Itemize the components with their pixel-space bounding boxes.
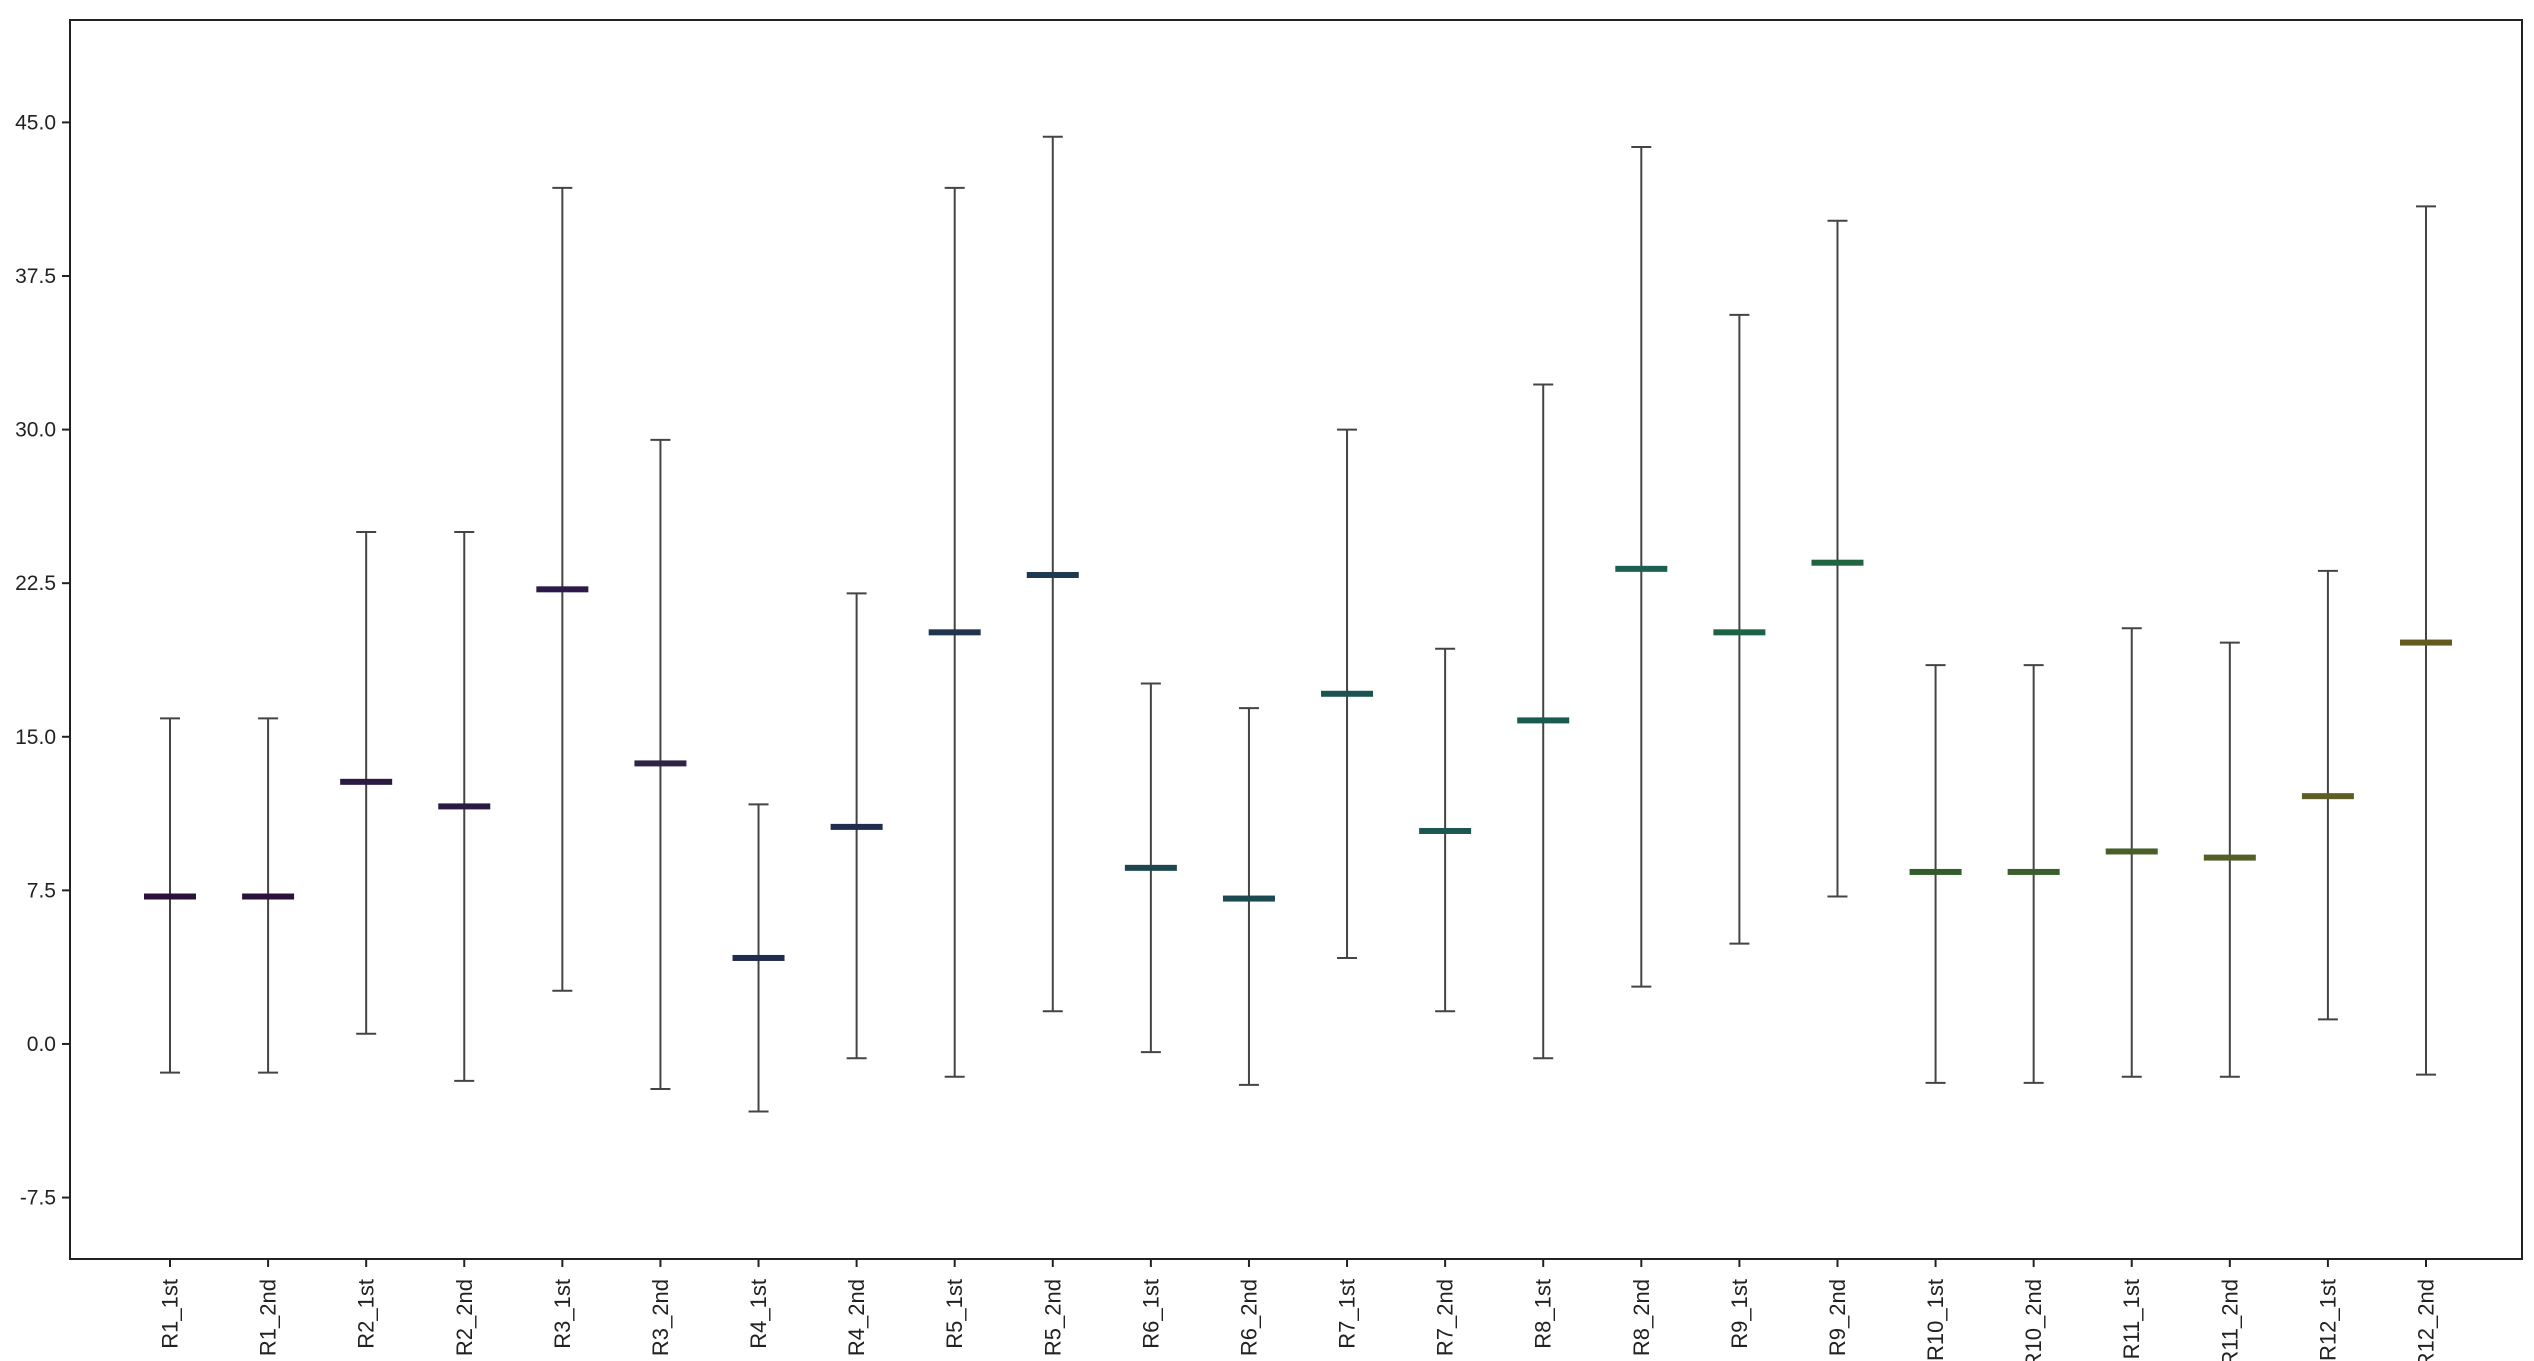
- x-tick-label: R6_1st: [1138, 1279, 1163, 1349]
- x-tick-label: R5_1st: [942, 1279, 967, 1349]
- y-tick-label: 15.0: [15, 726, 56, 749]
- x-tick-label: R9_1st: [1727, 1279, 1752, 1349]
- mean-marker: [2105, 848, 2158, 855]
- mean-marker: [1713, 629, 1766, 636]
- mean-marker: [1124, 864, 1177, 871]
- mean-marker: [1909, 868, 1962, 875]
- x-axis: R1_1st R1_2nd R2_1st R2_2nd R3_1st R3_2nd R4_1…: [158, 1259, 2439, 1361]
- mean-marker: [1026, 571, 1079, 578]
- x-tick-label: R12_2nd: [2414, 1279, 2439, 1361]
- mean-marker: [2301, 793, 2354, 800]
- x-tick-label: R4_1st: [746, 1279, 771, 1349]
- x-tick-label: R9_2nd: [1825, 1279, 1850, 1356]
- mean-marker: [438, 803, 491, 810]
- error-bars: [144, 135, 2452, 1113]
- x-tick-label: R2_1st: [354, 1279, 379, 1349]
- mean-marker: [928, 629, 981, 636]
- mean-marker: [536, 586, 589, 593]
- x-tick-label: R3_1st: [550, 1279, 575, 1349]
- mean-marker: [2203, 854, 2256, 861]
- mean-marker: [340, 778, 393, 785]
- y-tick-label: 22.5: [15, 572, 56, 595]
- x-tick-label: R8_1st: [1531, 1279, 1556, 1349]
- x-tick-label: R2_2nd: [452, 1279, 477, 1356]
- x-tick-label: R1_1st: [158, 1279, 183, 1349]
- mean-marker: [634, 760, 687, 767]
- x-tick-label: R5_2nd: [1040, 1279, 1065, 1356]
- x-tick-label: R4_2nd: [844, 1279, 869, 1356]
- y-tick-label: 30.0: [15, 419, 56, 442]
- mean-marker: [830, 823, 883, 830]
- mean-marker: [1321, 690, 1374, 697]
- x-tick-label: R10_2nd: [2021, 1279, 2046, 1361]
- mean-marker: [242, 893, 295, 900]
- mean-marker: [2007, 868, 2060, 875]
- y-tick-label: 37.5: [15, 265, 56, 288]
- x-tick-label: R11_2nd: [2217, 1279, 2242, 1361]
- mean-marker: [2400, 639, 2452, 646]
- y-axis: 45.0 37.5 30.0 22.5 15.0 7.5 0.0 -7.5: [15, 111, 70, 1210]
- x-tick-label: R7_2nd: [1433, 1279, 1458, 1356]
- x-tick-label: R3_2nd: [648, 1279, 673, 1356]
- y-tick-label: 0.0: [27, 1033, 56, 1056]
- x-tick-label: R1_2nd: [256, 1279, 281, 1356]
- mean-marker: [732, 954, 785, 961]
- y-tick-label: -7.5: [20, 1187, 56, 1210]
- x-tick-label: R12_1st: [2315, 1279, 2340, 1361]
- mean-marker: [144, 893, 196, 900]
- x-tick-label: R11_1st: [2119, 1279, 2144, 1359]
- x-tick-label: R6_2nd: [1236, 1279, 1261, 1356]
- mean-marker: [1222, 895, 1275, 902]
- y-tick-label: 45.0: [15, 111, 56, 134]
- y-tick-label: 7.5: [27, 879, 56, 902]
- plot-area-frame: [69, 19, 2523, 1260]
- mean-marker: [1517, 717, 1570, 724]
- x-tick-label: R7_1st: [1335, 1279, 1360, 1349]
- mean-marker: [1811, 559, 1864, 566]
- mean-marker: [1615, 565, 1668, 572]
- mean-marker: [1419, 827, 1472, 834]
- x-tick-label: R10_1st: [1923, 1279, 1948, 1361]
- x-tick-label: R8_2nd: [1629, 1279, 1654, 1356]
